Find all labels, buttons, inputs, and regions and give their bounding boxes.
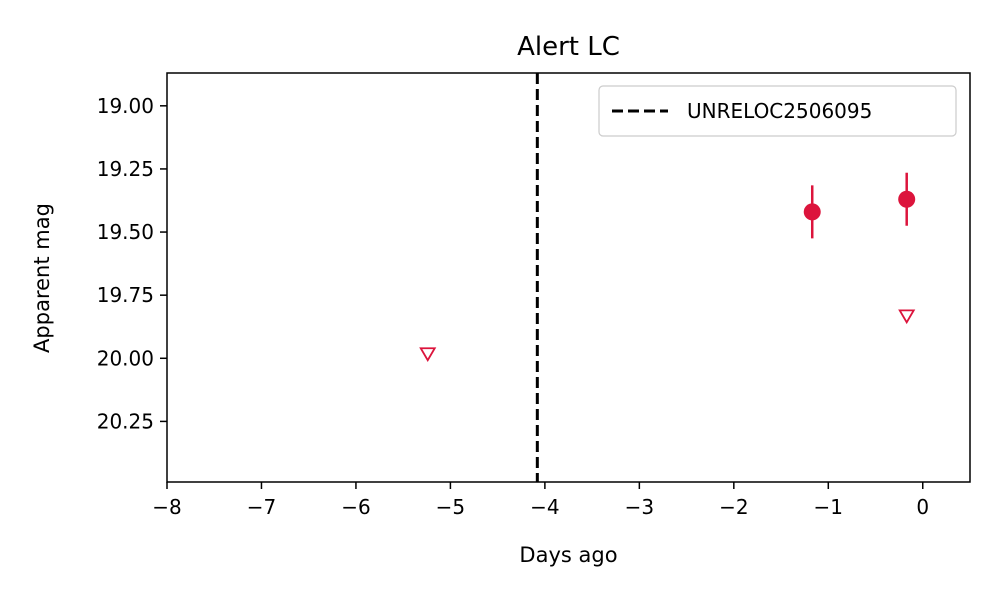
x-axis-label: Days ago <box>519 543 617 567</box>
y-tick-label: 19.00 <box>97 94 154 118</box>
axes-frame <box>166 72 971 483</box>
legend: UNRELOC2506095 <box>598 85 957 137</box>
plot-area <box>166 72 971 483</box>
chart-title: Alert LC <box>517 32 620 62</box>
y-tick-label: 19.75 <box>97 283 154 307</box>
x-tick-label: −4 <box>530 495 559 519</box>
x-tick-label: −6 <box>341 495 370 519</box>
upper-limit-marker <box>419 347 437 363</box>
legend-frame <box>598 85 957 137</box>
x-tick-label: −7 <box>247 495 276 519</box>
x-tick-label: −5 <box>436 495 465 519</box>
y-tick-label: 20.25 <box>97 409 154 433</box>
x-axis-ticks: −8 −7 −6 −5 −4 −3 −2 −1 0 <box>152 482 929 519</box>
legend-label: UNRELOC2506095 <box>687 99 872 123</box>
y-tick-label: 19.50 <box>97 220 154 244</box>
y-axis-ticks: 19.00 19.25 19.50 19.75 20.00 20.25 <box>97 94 167 433</box>
detection-point <box>898 190 916 208</box>
upper-limit-marker <box>898 309 916 325</box>
y-axis-label: Apparent mag <box>30 203 54 353</box>
x-tick-label: −1 <box>814 495 843 519</box>
x-tick-label: 0 <box>916 495 929 519</box>
x-tick-label: −8 <box>152 495 181 519</box>
y-tick-label: 19.25 <box>97 157 154 181</box>
x-tick-label: −3 <box>625 495 654 519</box>
y-tick-label: 20.00 <box>97 346 154 370</box>
data-marks <box>419 73 916 482</box>
x-tick-label: −2 <box>719 495 748 519</box>
detection-point <box>803 203 821 221</box>
